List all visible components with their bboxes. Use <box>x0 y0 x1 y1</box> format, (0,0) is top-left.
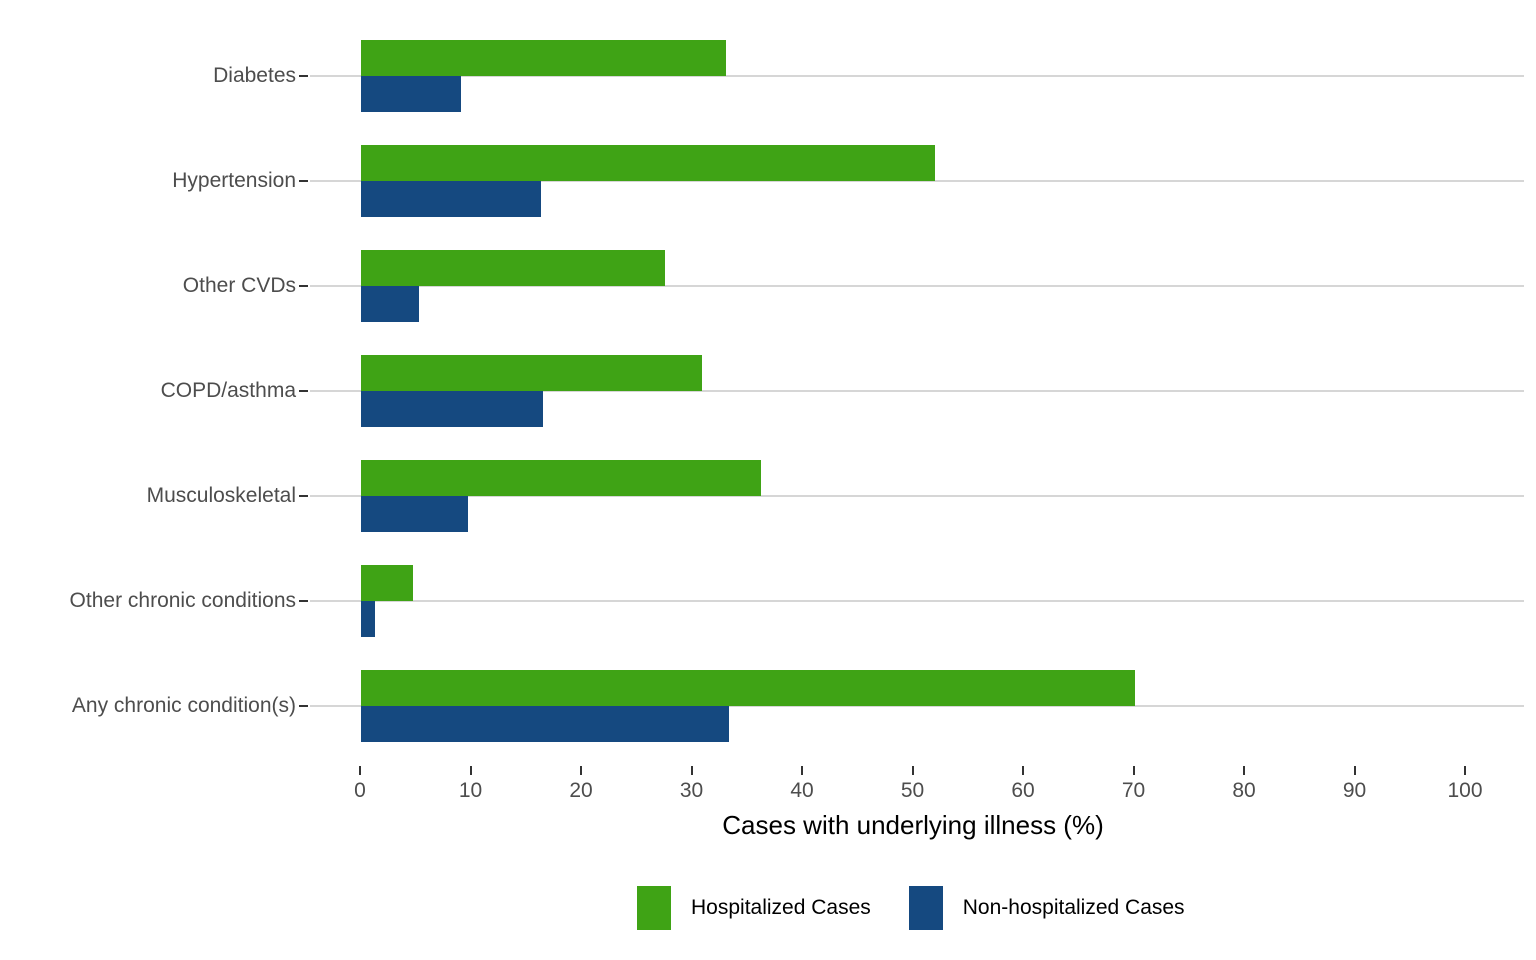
bar-non-hospitalized-cases <box>361 601 376 637</box>
bar-hospitalized-cases <box>361 670 1135 706</box>
bar-hospitalized-cases <box>361 565 413 601</box>
x-axis-title: Cases with underlying illness (%) <box>722 810 1104 840</box>
category-gridline <box>310 600 1524 602</box>
category-axis-tick <box>299 285 308 287</box>
x-axis-tick-label: 60 <box>1011 779 1035 802</box>
bar-hospitalized-cases <box>361 355 703 391</box>
x-axis-tick-label: 50 <box>900 779 925 802</box>
x-axis-tick <box>1243 766 1245 775</box>
x-axis-tick <box>359 766 361 775</box>
category-gridline <box>310 285 1524 287</box>
x-axis-tick <box>911 766 914 775</box>
bar-non-hospitalized-cases <box>361 706 729 742</box>
legend-swatch <box>637 886 671 930</box>
category-axis-tick <box>299 495 308 497</box>
x-axis-tick-label: 10 <box>458 779 483 802</box>
category-axis-tick <box>299 390 308 392</box>
category-axis-tick <box>299 600 308 602</box>
category-label: Hypertension <box>172 169 296 192</box>
x-axis-tick <box>1022 766 1024 775</box>
bar-non-hospitalized-cases <box>361 391 544 427</box>
x-axis-tick-label: 100 <box>1447 779 1483 802</box>
category-label: Musculoskeletal <box>146 484 296 507</box>
legend: Hospitalized Cases Non-hospitalized Cases <box>637 886 1223 930</box>
x-axis-tick-label: 20 <box>569 779 593 802</box>
category-label: Other CVDs <box>182 274 296 297</box>
x-axis-tick <box>690 766 693 775</box>
category-label: Other chronic conditions <box>69 589 296 612</box>
category-gridline <box>310 390 1524 392</box>
legend-label: Hospitalized Cases <box>691 896 871 919</box>
category-label: Any chronic condition(s) <box>71 694 296 717</box>
category-gridline <box>310 75 1524 77</box>
x-axis-tick <box>469 766 472 775</box>
bar-hospitalized-cases <box>361 145 935 181</box>
bar-non-hospitalized-cases <box>361 496 469 532</box>
category-label: COPD/asthma <box>160 379 296 402</box>
category-gridline <box>310 705 1524 707</box>
x-axis-tick <box>1464 766 1466 775</box>
x-axis-tick <box>1132 766 1135 775</box>
category-axis-tick <box>299 180 308 182</box>
x-axis-tick <box>580 766 582 775</box>
x-axis-tick-label: 80 <box>1232 779 1256 802</box>
category-label: Diabetes <box>213 64 296 87</box>
category-gridline <box>310 495 1524 497</box>
x-axis-tick-label: 90 <box>1342 779 1367 802</box>
bar-hospitalized-cases <box>361 40 726 76</box>
legend-item: Non-hospitalized Cases <box>908 886 1185 930</box>
legend-swatch <box>908 886 943 930</box>
bar-non-hospitalized-cases <box>361 181 542 217</box>
legend-item: Hospitalized Cases <box>637 886 871 930</box>
x-axis-tick-label: 30 <box>679 779 704 802</box>
bar-hospitalized-cases <box>361 250 665 286</box>
category-axis-tick <box>299 705 308 707</box>
category-axis-tick <box>299 75 308 77</box>
x-axis-tick-label: 70 <box>1121 779 1146 802</box>
legend-label: Non-hospitalized Cases <box>962 896 1185 919</box>
x-axis-tick-label: 0 <box>354 779 366 802</box>
bar-non-hospitalized-cases <box>361 76 461 112</box>
x-axis-tick <box>1353 766 1356 775</box>
x-axis-tick <box>801 766 803 775</box>
category-gridline <box>310 180 1524 182</box>
bar-non-hospitalized-cases <box>361 286 419 322</box>
bar-hospitalized-cases <box>361 460 761 496</box>
x-axis-tick-label: 40 <box>790 779 814 802</box>
